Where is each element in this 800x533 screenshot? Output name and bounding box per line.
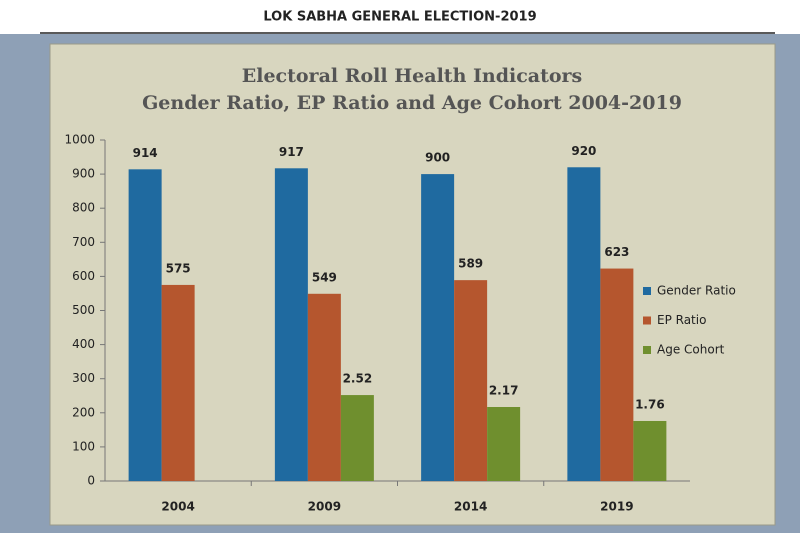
- bar: [307, 293, 341, 481]
- data-label: 914: [133, 146, 158, 160]
- data-label: 920: [571, 144, 596, 158]
- data-label: 589: [458, 257, 483, 271]
- legend-swatch: [643, 287, 651, 295]
- bar: [274, 168, 308, 482]
- x-tick-label: 2014: [454, 500, 487, 514]
- bar: [567, 167, 601, 481]
- bar: [161, 284, 195, 481]
- data-label: 2.17: [489, 384, 519, 398]
- bar: [600, 268, 634, 481]
- chart-subtitle: Gender Ratio, EP Ratio and Age Cohort 20…: [142, 92, 682, 114]
- bar: [487, 407, 521, 481]
- data-label: 575: [166, 261, 191, 275]
- y-tick-label: 800: [72, 201, 95, 215]
- y-tick-label: 0: [87, 474, 95, 488]
- data-label: 623: [604, 245, 629, 259]
- y-tick-label: 200: [72, 405, 95, 419]
- data-label: 900: [425, 151, 450, 165]
- data-label: 2.52: [343, 372, 373, 386]
- data-label: 549: [312, 270, 337, 284]
- y-tick-label: 400: [72, 337, 95, 351]
- x-tick-label: 2004: [161, 500, 194, 514]
- legend-label: Gender Ratio: [657, 284, 736, 298]
- data-label: 1.76: [635, 397, 665, 411]
- bar: [340, 395, 374, 481]
- bar: [421, 174, 455, 481]
- legend-label: Age Cohort: [657, 343, 725, 357]
- legend-swatch: [643, 316, 651, 325]
- y-tick-label: 900: [72, 167, 95, 181]
- y-tick-label: 100: [72, 439, 95, 453]
- y-tick-label: 300: [72, 371, 95, 385]
- bar: [454, 280, 488, 481]
- y-tick-label: 1000: [64, 133, 95, 147]
- x-tick-label: 2019: [600, 500, 633, 514]
- legend-label: EP Ratio: [657, 313, 706, 327]
- y-tick-label: 500: [72, 303, 95, 317]
- y-tick-label: 600: [72, 269, 95, 283]
- x-tick-label: 2009: [308, 500, 341, 514]
- bar: [128, 169, 162, 482]
- y-tick-label: 700: [72, 235, 95, 249]
- header-band: [0, 0, 800, 34]
- bar: [633, 420, 667, 481]
- data-label: 917: [279, 145, 304, 159]
- chart-title: Electoral Roll Health Indicators: [242, 65, 583, 87]
- legend-swatch: [643, 346, 651, 354]
- header-title: LOK SABHA GENERAL ELECTION-2019: [263, 10, 536, 25]
